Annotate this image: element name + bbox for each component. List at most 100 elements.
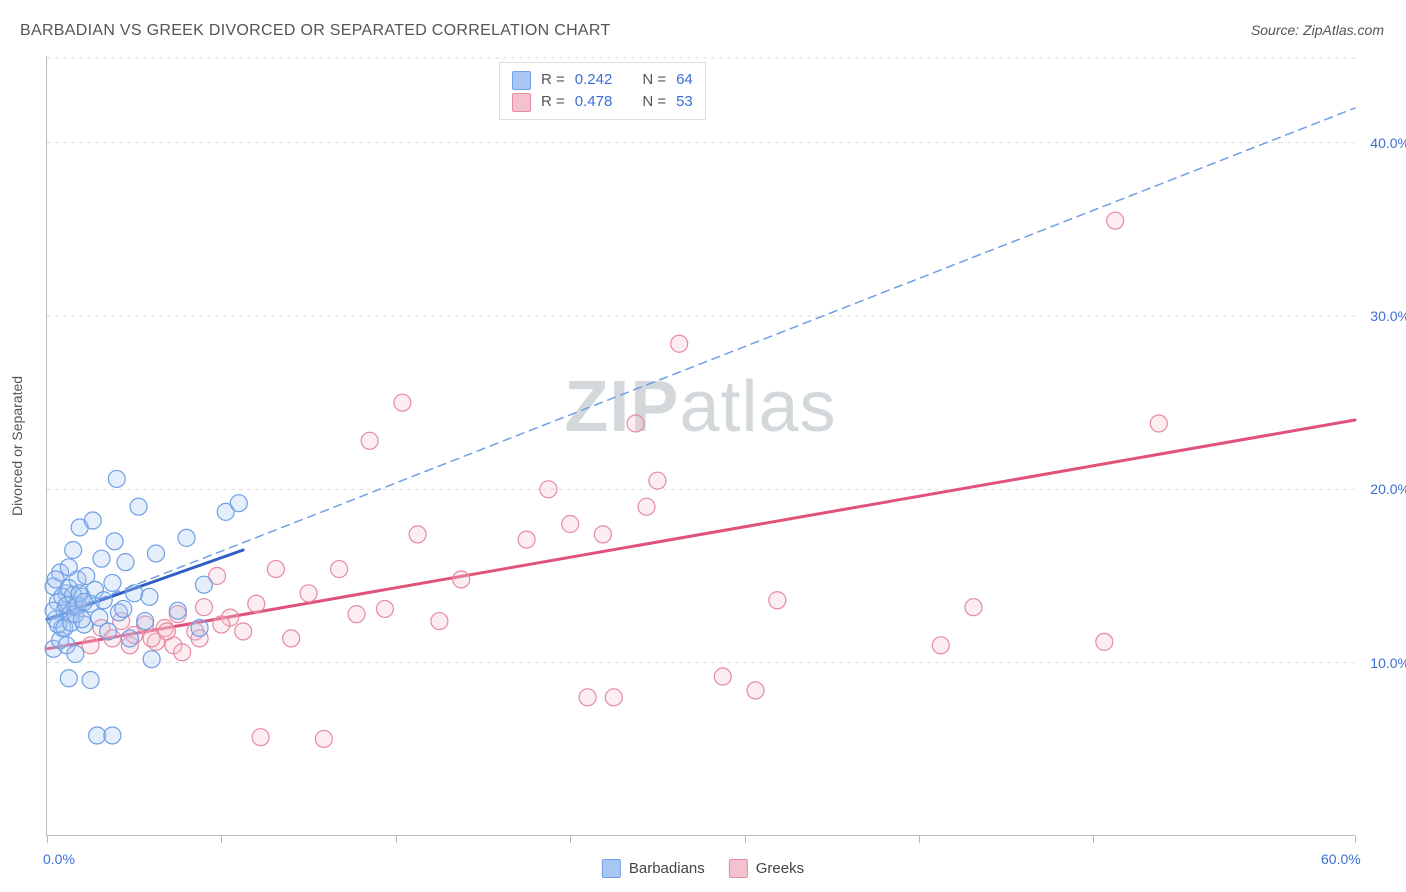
data-point (115, 600, 132, 617)
x-tick (1355, 835, 1356, 843)
data-point (649, 472, 666, 489)
corr-n-label-0: N = (642, 69, 666, 91)
legend-swatch-greeks (729, 859, 748, 878)
data-point (1107, 212, 1124, 229)
data-point (235, 623, 252, 640)
data-point (1096, 633, 1113, 650)
data-point (169, 602, 186, 619)
data-point (638, 498, 655, 515)
corr-r-val-1: 0.478 (575, 91, 613, 113)
data-point (605, 689, 622, 706)
data-point (562, 516, 579, 533)
x-tick (47, 835, 48, 843)
data-point (148, 545, 165, 562)
data-point (84, 512, 101, 529)
y-axis-label: 10.0% (1370, 655, 1406, 671)
data-point (431, 613, 448, 630)
data-point (769, 592, 786, 609)
x-tick (396, 835, 397, 843)
data-point (143, 630, 160, 647)
data-point (89, 727, 106, 744)
data-point (106, 533, 123, 550)
corr-r-label-0: R = (541, 69, 565, 91)
data-point (130, 498, 147, 515)
data-point (932, 637, 949, 654)
y-axis-label: 30.0% (1370, 308, 1406, 324)
data-point (1150, 415, 1167, 432)
plot-svg (47, 56, 1355, 836)
data-point (82, 672, 99, 689)
corr-swatch-1 (512, 93, 531, 112)
data-point (300, 585, 317, 602)
y-axis-label: 20.0% (1370, 481, 1406, 497)
x-axis-label: 0.0% (43, 851, 75, 867)
x-tick (745, 835, 746, 843)
data-point (267, 561, 284, 578)
data-point (178, 529, 195, 546)
data-point (76, 594, 93, 611)
data-point (73, 611, 90, 628)
data-point (283, 630, 300, 647)
data-point (60, 670, 77, 687)
data-point (158, 623, 175, 640)
data-point (348, 606, 365, 623)
data-point (143, 651, 160, 668)
corr-r-val-0: 0.242 (575, 69, 613, 91)
data-point (394, 394, 411, 411)
corr-n-val-1: 53 (676, 91, 693, 113)
legend-label-greeks: Greeks (756, 860, 804, 877)
data-point (213, 616, 230, 633)
legend: Barbadians Greeks (602, 859, 804, 878)
source-attribution: Source: ZipAtlas.com (1251, 22, 1384, 38)
plot-area: Divorced or Separated ZIPatlas R = 0.242… (46, 56, 1354, 836)
legend-item-barbadians: Barbadians (602, 859, 705, 878)
data-point (195, 599, 212, 616)
data-point (714, 668, 731, 685)
data-point (82, 637, 99, 654)
data-point (65, 542, 82, 559)
data-point (191, 620, 208, 637)
data-point (453, 571, 470, 588)
data-point (409, 526, 426, 543)
corr-row-0: R = 0.242 N = 64 (512, 69, 693, 91)
data-point (965, 599, 982, 616)
corr-n-label-1: N = (642, 91, 666, 113)
chart-title: BARBADIAN VS GREEK DIVORCED OR SEPARATED… (20, 22, 611, 40)
data-point (95, 592, 112, 609)
data-point (100, 623, 117, 640)
corr-r-label-1: R = (541, 91, 565, 113)
data-point (104, 574, 121, 591)
data-point (376, 600, 393, 617)
data-point (252, 729, 269, 746)
data-point (248, 595, 265, 612)
data-point (126, 585, 143, 602)
data-point (594, 526, 611, 543)
data-point (579, 689, 596, 706)
y-axis-label: 40.0% (1370, 135, 1406, 151)
data-point (230, 495, 247, 512)
data-point (671, 335, 688, 352)
data-point (540, 481, 557, 498)
x-tick (221, 835, 222, 843)
data-point (315, 730, 332, 747)
data-point (627, 415, 644, 432)
data-point (104, 727, 121, 744)
corr-swatch-0 (512, 71, 531, 90)
legend-item-greeks: Greeks (729, 859, 804, 878)
data-point (361, 432, 378, 449)
x-tick (570, 835, 571, 843)
data-point (117, 554, 134, 571)
data-point (195, 576, 212, 593)
x-axis-label: 60.0% (1321, 851, 1361, 867)
legend-label-barbadians: Barbadians (629, 860, 705, 877)
legend-swatch-barbadians (602, 859, 621, 878)
x-tick (1093, 835, 1094, 843)
correlation-box: R = 0.242 N = 64 R = 0.478 N = 53 (499, 62, 706, 120)
corr-n-val-0: 64 (676, 69, 693, 91)
data-point (141, 588, 158, 605)
data-point (121, 630, 138, 647)
y-axis-title: Divorced or Separated (9, 375, 25, 515)
corr-row-1: R = 0.478 N = 53 (512, 91, 693, 113)
data-point (174, 644, 191, 661)
data-point (137, 613, 154, 630)
